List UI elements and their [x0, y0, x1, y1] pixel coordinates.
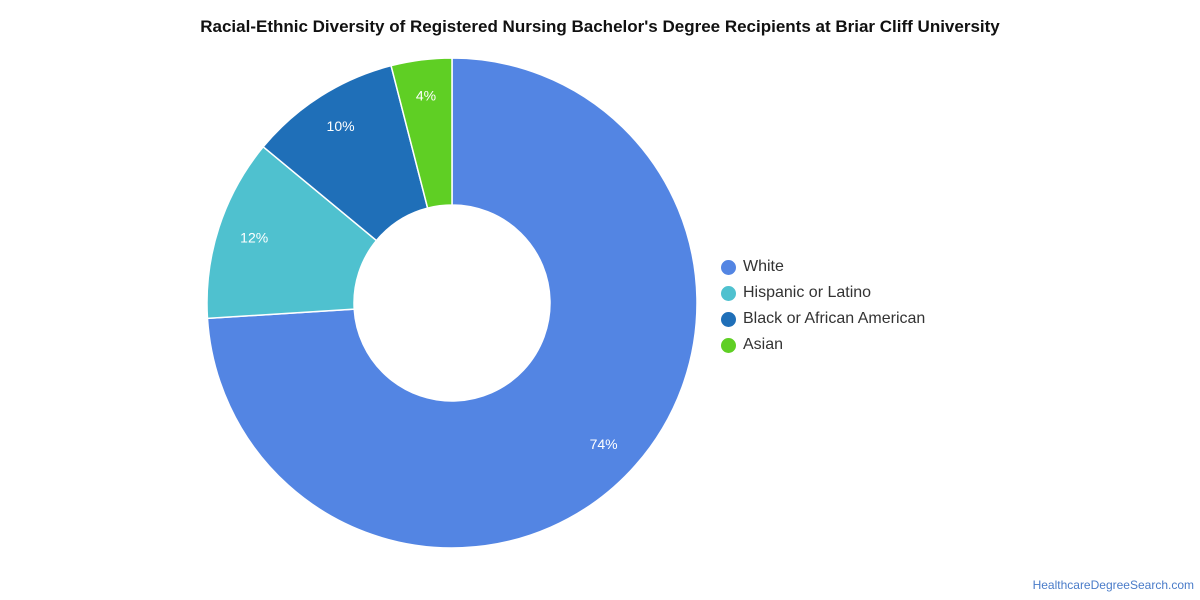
legend-item-hispanic-or-latino[interactable]: Hispanic or Latino [721, 280, 925, 306]
legend: White Hispanic or Latino Black or Africa… [721, 254, 925, 358]
legend-label-white: White [743, 258, 784, 275]
legend-swatch-black-or-african-american [721, 311, 736, 327]
data-label-black-or-african-american: 10% [327, 118, 355, 134]
legend-item-asian[interactable]: Asian [721, 332, 925, 358]
legend-label-black-or-african-american: Black or African American [743, 310, 926, 327]
legend-swatch-hispanic-or-latino [721, 285, 736, 301]
legend-swatch-asian [721, 337, 736, 353]
legend-item-white[interactable]: White [721, 254, 925, 280]
source-link[interactable]: HealthcareDegreeSearch.com [1032, 578, 1194, 592]
legend-label-hispanic-or-latino: Hispanic or Latino [743, 284, 872, 301]
legend-label-asian: Asian [743, 336, 784, 353]
slice-hispanic-or-latino[interactable] [206, 145, 378, 320]
chart-title: Racial-Ethnic Diversity of Registered Nu… [200, 17, 1000, 36]
slice-asian[interactable] [390, 57, 453, 209]
data-label-hispanic-or-latino: 12% [240, 229, 268, 245]
slice-white[interactable] [206, 57, 698, 549]
legend-swatch-white [721, 259, 736, 275]
data-label-white: 74% [590, 436, 618, 452]
legend-item-black-or-african-american[interactable]: Black or African American [721, 306, 925, 332]
data-label-asian: 4% [416, 87, 436, 103]
